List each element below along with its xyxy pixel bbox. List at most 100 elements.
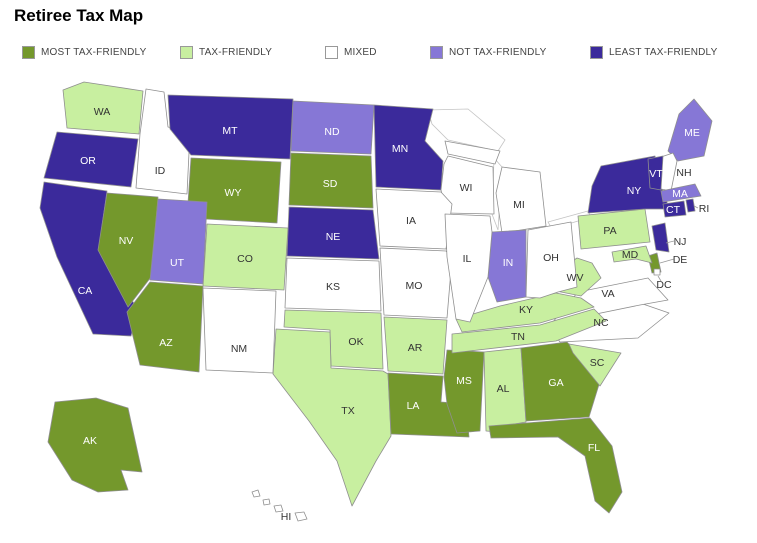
state-label-nv: NV <box>119 235 134 247</box>
state-ak[interactable] <box>47 397 143 493</box>
state-hi-island[interactable] <box>262 498 271 506</box>
legend-swatch-least <box>590 45 603 59</box>
state-label-dc: DC <box>656 279 672 291</box>
state-mi-upper-peninsula[interactable] <box>444 140 501 165</box>
state-tx[interactable] <box>272 328 392 507</box>
state-nv[interactable] <box>97 192 159 308</box>
state-me[interactable] <box>667 98 713 162</box>
state-co[interactable] <box>202 223 289 291</box>
state-hi-island[interactable] <box>294 511 308 522</box>
state-label-nh: NH <box>676 167 691 179</box>
state-nh[interactable] <box>660 152 678 192</box>
state-label-sc: SC <box>590 357 605 369</box>
dc-leader-line <box>657 275 662 282</box>
state-dc[interactable] <box>653 268 661 276</box>
state-tn[interactable] <box>451 308 607 354</box>
legend-swatch-most <box>22 45 35 59</box>
state-label-tx: TX <box>341 405 354 417</box>
state-label-ms: MS <box>456 375 472 387</box>
state-label-wa: WA <box>94 106 111 118</box>
state-ri[interactable] <box>685 198 696 213</box>
state-il[interactable] <box>444 213 493 323</box>
state-ks[interactable] <box>284 257 382 312</box>
state-hi-island[interactable] <box>251 489 261 498</box>
state-label-mt: MT <box>222 125 238 137</box>
state-label-mi: MI <box>513 199 525 211</box>
state-label-md: MD <box>622 249 639 261</box>
state-label-ct: CT <box>666 204 681 216</box>
legend: MOST TAX-FRIENDLY TAX-FRIENDLY MIXED NOT… <box>0 44 757 62</box>
legend-label-mixed: MIXED <box>344 46 377 58</box>
state-ut[interactable] <box>149 198 208 285</box>
state-wa[interactable] <box>62 81 144 135</box>
legend-swatch-not <box>430 45 443 59</box>
legend-label-least: LEAST TAX-FRIENDLY <box>609 46 718 58</box>
ri-leader-line <box>693 205 699 209</box>
state-label-ny: NY <box>627 185 642 197</box>
state-label-sd: SD <box>323 178 338 190</box>
state-ct[interactable] <box>662 200 687 218</box>
state-label-va: VA <box>601 288 614 300</box>
state-label-pa: PA <box>603 225 616 237</box>
state-md[interactable] <box>611 245 653 264</box>
legend-label-not: NOT TAX-FRIENDLY <box>449 46 547 58</box>
state-label-nj: NJ <box>674 236 687 248</box>
state-label-mn: MN <box>392 143 408 155</box>
state-mo[interactable] <box>379 247 453 319</box>
state-vt[interactable] <box>647 155 664 191</box>
state-label-co: CO <box>237 253 253 265</box>
state-label-id: ID <box>155 165 166 177</box>
state-ne[interactable] <box>286 206 380 260</box>
state-sc[interactable] <box>568 343 622 387</box>
state-fl[interactable] <box>488 417 623 514</box>
state-label-oh: OH <box>543 252 559 264</box>
state-id[interactable] <box>135 88 191 195</box>
state-label-ut: UT <box>170 257 185 269</box>
state-label-or: OR <box>80 155 96 167</box>
state-label-az: AZ <box>159 337 173 349</box>
page-title: Retiree Tax Map <box>14 6 144 25</box>
legend-item-friendly: TAX-FRIENDLY <box>180 44 272 60</box>
de-leader-line <box>659 258 675 264</box>
state-ar[interactable] <box>383 316 448 375</box>
state-ma[interactable] <box>660 183 702 203</box>
legend-item-least: LEAST TAX-FRIENDLY <box>590 44 717 60</box>
state-label-ri: RI <box>699 203 710 215</box>
state-label-ar: AR <box>408 342 423 354</box>
state-label-tn: TN <box>511 331 525 343</box>
state-label-ks: KS <box>326 281 340 293</box>
state-az[interactable] <box>126 281 204 373</box>
state-ky[interactable] <box>455 292 595 333</box>
state-hi-island[interactable] <box>273 504 284 513</box>
state-pa[interactable] <box>577 208 651 250</box>
state-label-ne: NE <box>326 231 341 243</box>
state-label-wy: WY <box>225 187 242 199</box>
legend-item-not: NOT TAX-FRIENDLY <box>430 44 546 60</box>
state-label-ky: KY <box>519 304 533 316</box>
state-de[interactable] <box>647 252 662 274</box>
state-sd[interactable] <box>288 152 374 209</box>
legend-swatch-friendly <box>180 45 193 59</box>
state-nd[interactable] <box>290 100 375 155</box>
state-wy[interactable] <box>186 157 282 224</box>
legend-swatch-mixed <box>325 45 338 59</box>
state-or[interactable] <box>43 131 139 188</box>
state-label-il: IL <box>463 253 472 265</box>
state-label-ca: CA <box>78 285 93 297</box>
state-label-wi: WI <box>460 182 473 194</box>
state-label-la: LA <box>407 400 420 412</box>
state-label-ok: OK <box>348 336 363 348</box>
state-label-de: DE <box>673 254 688 266</box>
state-nj[interactable] <box>651 222 670 253</box>
nj-leader-line <box>665 240 675 244</box>
state-mt[interactable] <box>167 94 294 160</box>
state-mi[interactable] <box>495 166 547 234</box>
legend-label-most: MOST TAX-FRIENDLY <box>41 46 147 58</box>
state-mn[interactable] <box>373 104 444 191</box>
state-nm[interactable] <box>202 287 277 374</box>
state-label-nc: NC <box>593 317 609 329</box>
state-label-vt: VT <box>649 168 663 180</box>
state-label-nd: ND <box>324 126 340 138</box>
